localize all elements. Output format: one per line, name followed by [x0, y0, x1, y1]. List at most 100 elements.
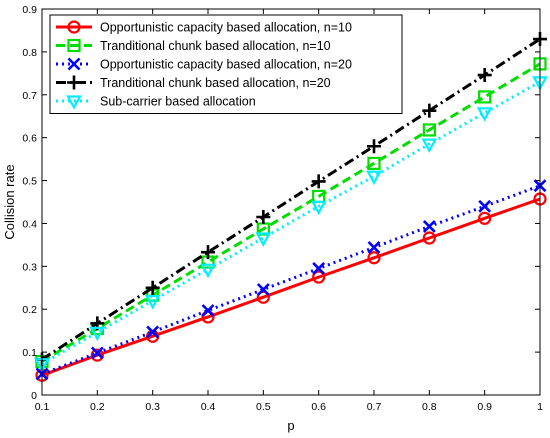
data-point [90, 348, 104, 362]
data-point [476, 107, 493, 122]
data-point [201, 304, 215, 317]
y-tick-label: 0 [31, 390, 37, 402]
data-point [200, 263, 216, 279]
legend-marker [67, 75, 81, 90]
marker-plus [477, 68, 492, 83]
marker-circle [256, 290, 270, 304]
data-point [90, 346, 104, 360]
marker-circle [312, 270, 326, 284]
data-point [422, 123, 436, 137]
legend-item: Opportunistic capacity based allocation,… [56, 20, 352, 35]
x-tick-label: 0.5 [256, 401, 271, 413]
y-tick-label: 0.3 [22, 261, 37, 273]
marker-square [67, 38, 81, 53]
legend-marker [67, 38, 81, 53]
x-tick-label: 0.2 [90, 401, 105, 413]
legend-marker [66, 95, 82, 110]
data-point [255, 232, 272, 247]
marker-x [478, 199, 492, 213]
data-point [201, 245, 215, 260]
marker-triangle-down [255, 232, 272, 247]
legend-label: Tranditional chunk based allocation, n=2… [100, 76, 331, 90]
y-tick-label: 0.7 [22, 90, 37, 102]
marker-square [478, 90, 492, 104]
legend-label: Sub-carrier based allocation [100, 95, 256, 109]
data-point [422, 231, 436, 245]
marker-square [367, 156, 381, 170]
data-point [478, 211, 492, 225]
marker-circle [422, 231, 436, 245]
marker-triangle-down [144, 295, 161, 310]
data-point [146, 325, 160, 339]
y-tick-label: 0.2 [22, 304, 37, 316]
data-point [256, 283, 270, 296]
x-tick-label: 1 [537, 401, 543, 413]
marker-triangle-down [476, 107, 493, 122]
marker-circle [478, 211, 492, 225]
data-point [422, 103, 437, 118]
data-point [310, 200, 327, 216]
marker-plus [422, 103, 437, 118]
marker-triangle-down [366, 170, 382, 186]
x-tick-label: 0.9 [477, 401, 492, 413]
data-point [367, 251, 381, 265]
x-tick-label: 0.8 [422, 401, 437, 413]
marker-triangle-down [200, 263, 216, 279]
data-point [478, 199, 492, 213]
data-point [312, 262, 326, 275]
marker-x [256, 283, 270, 296]
marker-triangle-down [421, 138, 438, 153]
x-tick-label: 0.3 [145, 401, 160, 413]
data-point [144, 295, 161, 310]
data-point [145, 280, 160, 295]
marker-x [90, 346, 104, 360]
x-axis-label: p [287, 418, 294, 433]
legend-label: Tranditional chunk based allocation, n=1… [100, 39, 331, 53]
marker-triangle-down [89, 326, 106, 342]
legend-box [49, 14, 403, 114]
series-line [41, 197, 541, 377]
legend: Opportunistic capacity based allocation,… [49, 14, 403, 114]
marker-x [312, 262, 326, 275]
marker-x [146, 325, 160, 339]
marker-circle [90, 348, 104, 362]
data-point [256, 210, 271, 225]
legend-marker [67, 20, 81, 34]
data-point [367, 139, 381, 154]
marker-triangle-down [310, 200, 327, 216]
marker-circle [67, 20, 81, 34]
axes-frame [41, 8, 541, 396]
data-point [367, 156, 381, 170]
marker-plus [311, 174, 326, 189]
y-tick-label: 0.1 [22, 347, 37, 359]
data-point [367, 241, 381, 254]
y-tick-label: 0.8 [22, 47, 37, 59]
y-tick-label: 0.4 [22, 218, 37, 230]
y-tick-label: 0.9 [22, 4, 37, 16]
marker-plus [145, 280, 160, 295]
marker-x [367, 241, 381, 254]
data-point [478, 90, 492, 104]
x-tick-label: 0.4 [201, 401, 216, 413]
legend-label: Opportunistic capacity based allocation,… [100, 58, 352, 72]
legend-marker [67, 57, 81, 71]
legend-label: Opportunistic capacity based allocation,… [100, 21, 352, 35]
data-point [477, 68, 492, 83]
y-tick-label: 0.6 [22, 133, 37, 145]
marker-plus [201, 245, 215, 260]
legend-item: Tranditional chunk based allocation, n=2… [56, 75, 331, 90]
marker-x [422, 220, 436, 233]
marker-plus [367, 139, 381, 154]
marker-x [67, 57, 81, 71]
data-point [421, 138, 438, 153]
marker-plus [256, 210, 271, 225]
axes-layer: 0.1 0.2 0.3 0.4 0.5 0.6 0.7 0.8 0.9 100.10.20.30.… [22, 4, 543, 413]
marker-triangle-down [66, 95, 82, 110]
legend-item: Tranditional chunk based allocation, n=1… [56, 38, 331, 53]
data-point [312, 270, 326, 284]
y-axis-label: Collision rate [2, 164, 17, 239]
legend-item: Sub-carrier based allocation [56, 95, 256, 110]
x-tick-label: 0.6 [311, 401, 326, 413]
data-point [256, 290, 270, 304]
